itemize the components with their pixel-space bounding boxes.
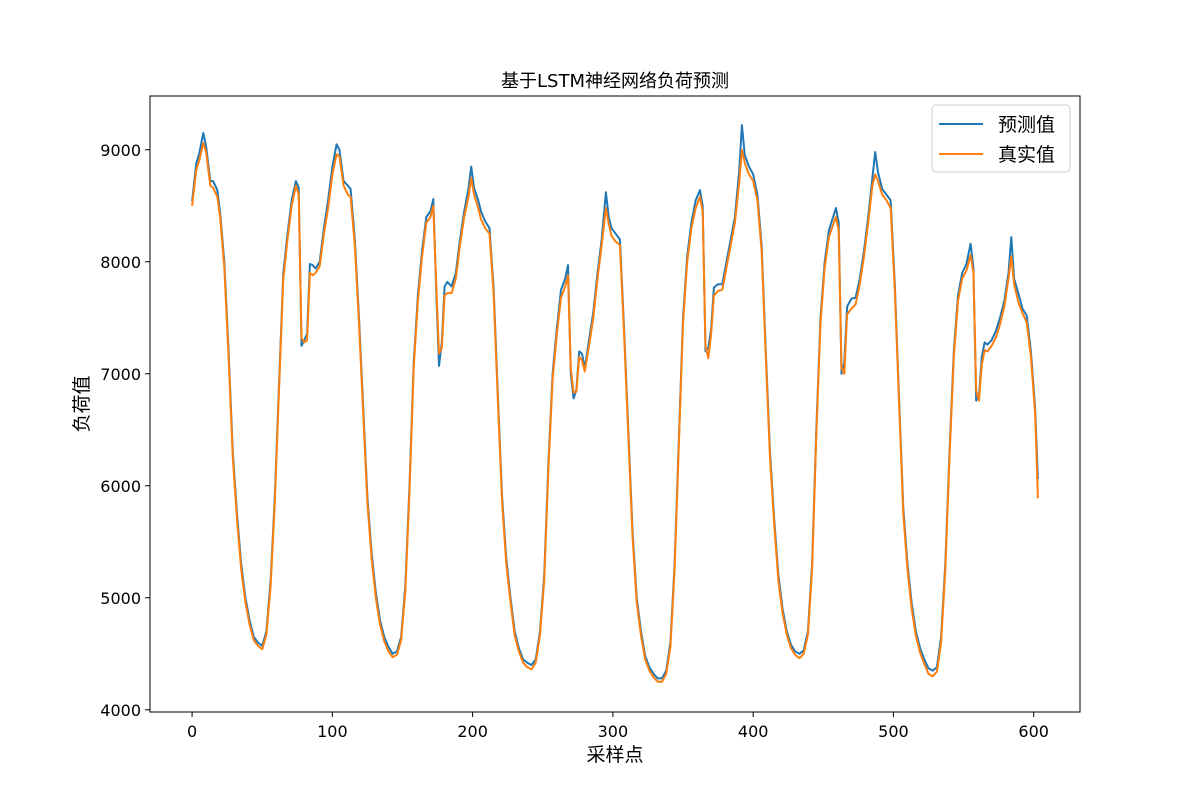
x-tick-label: 500 (878, 722, 909, 741)
plot-background (150, 96, 1080, 712)
x-axis-label: 采样点 (586, 744, 643, 766)
legend-label: 真实值 (998, 144, 1055, 166)
legend-label: 预测值 (998, 114, 1055, 136)
x-tick-label: 300 (598, 722, 629, 741)
y-tick-label: 4000 (100, 701, 141, 720)
plot-frame (149, 95, 1081, 713)
legend-box (931, 104, 1071, 173)
x-tick-label: 100 (317, 722, 348, 741)
y-tick-label: 5000 (100, 589, 141, 608)
y-tick-label: 6000 (100, 477, 141, 496)
chart-title: 基于LSTM神经网络负荷预测 (501, 71, 729, 92)
y-tick-label: 9000 (100, 141, 141, 160)
x-tick-label: 200 (457, 722, 488, 741)
y-tick-label: 7000 (100, 365, 141, 384)
y-tick-label: 8000 (100, 253, 141, 272)
x-tick-label: 0 (187, 722, 197, 741)
plot-area (149, 95, 1081, 713)
y-axis-label: 负荷值 (71, 375, 93, 432)
x-tick-label: 600 (1018, 722, 1049, 741)
y-axis: 4000 5000 6000 7000 8000 9000 (100, 141, 150, 720)
x-axis: 0 100 200 300 400 500 600 (187, 712, 1049, 741)
x-tick-label: 400 (738, 722, 769, 741)
series-line-2 (191, 142, 1039, 683)
